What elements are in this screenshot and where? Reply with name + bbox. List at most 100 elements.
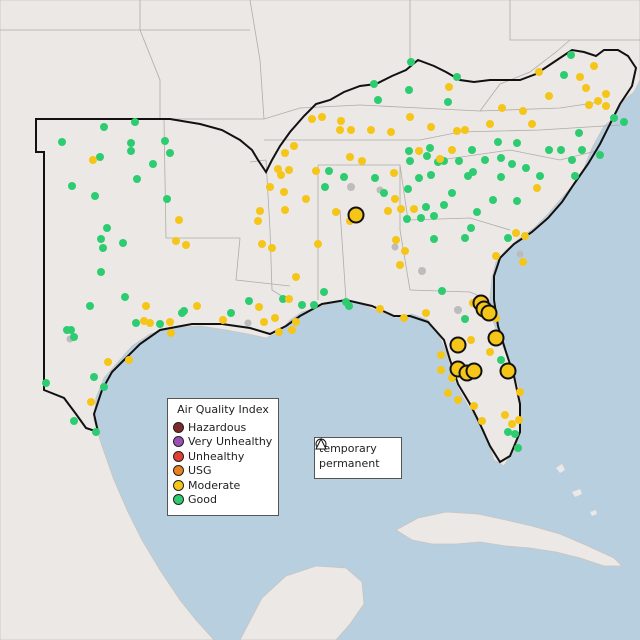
moderate-monitor-marker[interactable] <box>219 316 227 324</box>
good-monitor-marker[interactable] <box>90 373 98 381</box>
good-monitor-marker[interactable] <box>132 319 140 327</box>
moderate-monitor-marker[interactable] <box>172 237 180 245</box>
temporary-moderate-monitor-marker[interactable] <box>449 336 467 354</box>
good-monitor-marker[interactable] <box>96 153 104 161</box>
moderate-monitor-marker[interactable] <box>358 157 366 165</box>
good-monitor-marker[interactable] <box>423 152 431 160</box>
good-monitor-marker[interactable] <box>156 320 164 328</box>
good-monitor-marker[interactable] <box>417 214 425 222</box>
moderate-monitor-marker[interactable] <box>437 366 445 374</box>
good-monitor-marker[interactable] <box>455 157 463 165</box>
moderate-monitor-marker[interactable] <box>436 155 444 163</box>
moderate-monitor-marker[interactable] <box>406 113 414 121</box>
moderate-monitor-marker[interactable] <box>396 261 404 269</box>
moderate-monitor-marker[interactable] <box>87 398 95 406</box>
good-monitor-marker[interactable] <box>245 297 253 305</box>
moderate-monitor-marker[interactable] <box>271 314 279 322</box>
moderate-monitor-marker[interactable] <box>290 142 298 150</box>
moderate-monitor-marker[interactable] <box>602 90 610 98</box>
moderate-monitor-marker[interactable] <box>508 420 516 428</box>
moderate-monitor-marker[interactable] <box>401 247 409 255</box>
good-monitor-marker[interactable] <box>407 58 415 66</box>
moderate-monitor-marker[interactable] <box>585 101 593 109</box>
good-monitor-marker[interactable] <box>497 356 505 364</box>
moderate-monitor-marker[interactable] <box>427 123 435 131</box>
good-monitor-marker[interactable] <box>461 315 469 323</box>
moderate-monitor-marker[interactable] <box>400 314 408 322</box>
moderate-monitor-marker[interactable] <box>519 107 527 115</box>
moderate-monitor-marker[interactable] <box>281 149 289 157</box>
good-monitor-marker[interactable] <box>444 98 452 106</box>
good-monitor-marker[interactable] <box>404 185 412 193</box>
good-monitor-marker[interactable] <box>578 146 586 154</box>
good-monitor-marker[interactable] <box>370 80 378 88</box>
moderate-monitor-marker[interactable] <box>387 128 395 136</box>
good-monitor-marker[interactable] <box>497 173 505 181</box>
good-monitor-marker[interactable] <box>42 379 50 387</box>
good-monitor-marker[interactable] <box>440 201 448 209</box>
good-monitor-marker[interactable] <box>310 301 318 309</box>
good-monitor-marker[interactable] <box>70 333 78 341</box>
moderate-monitor-marker[interactable] <box>367 126 375 134</box>
moderate-monitor-marker[interactable] <box>582 84 590 92</box>
temporary-moderate-monitor-marker[interactable] <box>487 329 505 347</box>
moderate-monitor-marker[interactable] <box>314 240 322 248</box>
good-monitor-marker[interactable] <box>163 195 171 203</box>
good-monitor-marker[interactable] <box>567 51 575 59</box>
moderate-monitor-marker[interactable] <box>512 229 520 237</box>
good-monitor-marker[interactable] <box>320 288 328 296</box>
good-monitor-marker[interactable] <box>149 160 157 168</box>
good-monitor-marker[interactable] <box>461 234 469 242</box>
moderate-monitor-marker[interactable] <box>346 153 354 161</box>
good-monitor-marker[interactable] <box>58 138 66 146</box>
moderate-monitor-marker[interactable] <box>453 127 461 135</box>
moderate-monitor-marker[interactable] <box>285 166 293 174</box>
good-monitor-marker[interactable] <box>430 212 438 220</box>
moderate-monitor-marker[interactable] <box>528 120 536 128</box>
moderate-monitor-marker[interactable] <box>535 68 543 76</box>
moderate-monitor-marker[interactable] <box>376 305 384 313</box>
moderate-monitor-marker[interactable] <box>454 396 462 404</box>
good-monitor-marker[interactable] <box>68 182 76 190</box>
good-monitor-marker[interactable] <box>405 86 413 94</box>
good-monitor-marker[interactable] <box>166 149 174 157</box>
moderate-monitor-marker[interactable] <box>167 329 175 337</box>
large-moderate-monitors[interactable] <box>347 206 517 382</box>
good-monitor-marker[interactable] <box>596 151 604 159</box>
good-monitor-marker[interactable] <box>279 295 287 303</box>
good-monitor-marker[interactable] <box>504 234 512 242</box>
moderate-monitor-marker[interactable] <box>142 302 150 310</box>
good-monitor-marker[interactable] <box>97 235 105 243</box>
good-monitor-marker[interactable] <box>70 417 78 425</box>
temporary-moderate-monitor-marker[interactable] <box>480 304 498 322</box>
good-monitor-marker[interactable] <box>453 73 461 81</box>
moderate-monitor-marker[interactable] <box>602 102 610 110</box>
moderate-monitor-marker[interactable] <box>576 73 584 81</box>
moderate-monitor-marker[interactable] <box>501 411 509 419</box>
moderate-monitor-marker[interactable] <box>498 104 506 112</box>
good-monitor-marker[interactable] <box>620 118 628 126</box>
good-monitor-marker[interactable] <box>97 268 105 276</box>
moderate-monitor-marker[interactable] <box>397 205 405 213</box>
moderate-monitor-marker[interactable] <box>89 156 97 164</box>
moderate-monitor-marker[interactable] <box>516 388 524 396</box>
moderate-monitor-marker[interactable] <box>391 195 399 203</box>
good-monitor-marker[interactable] <box>100 383 108 391</box>
good-monitor-marker[interactable] <box>422 203 430 211</box>
good-monitor-marker[interactable] <box>489 196 497 204</box>
moderate-monitor-marker[interactable] <box>277 171 285 179</box>
good-monitor-marker[interactable] <box>473 208 481 216</box>
good-monitor-marker[interactable] <box>497 154 505 162</box>
good-monitor-marker[interactable] <box>571 172 579 180</box>
moderate-monitor-marker[interactable] <box>545 92 553 100</box>
good-monitor-marker[interactable] <box>86 302 94 310</box>
good-monitor-marker[interactable] <box>610 114 618 122</box>
good-monitor-marker[interactable] <box>127 147 135 155</box>
moderate-monitor-marker[interactable] <box>256 207 264 215</box>
good-monitor-marker[interactable] <box>522 164 530 172</box>
moderate-monitor-marker[interactable] <box>260 318 268 326</box>
temporary-moderate-monitor-marker[interactable] <box>465 362 483 380</box>
moderate-monitor-marker[interactable] <box>288 326 296 334</box>
good-monitor-marker[interactable] <box>575 129 583 137</box>
